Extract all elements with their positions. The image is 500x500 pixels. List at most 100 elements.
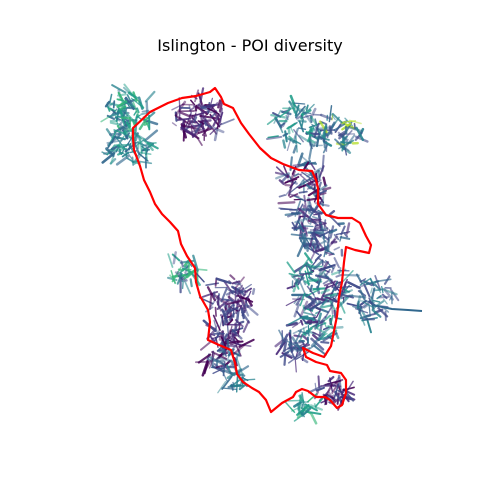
- street-segment: [315, 135, 320, 148]
- street-segment: [310, 323, 317, 329]
- street-segment: [219, 107, 224, 124]
- street-segment: [319, 229, 333, 237]
- street-segment: [372, 299, 381, 303]
- street-segment: [323, 280, 337, 287]
- street-segment: [306, 320, 319, 324]
- street-segment: [313, 122, 320, 138]
- street-segment: [123, 120, 128, 128]
- street-segment: [359, 299, 367, 306]
- street-segment: [309, 301, 324, 310]
- street-segment: [181, 124, 199, 130]
- street-segment: [293, 303, 301, 318]
- street-segment: [305, 183, 312, 190]
- street-segment: [371, 308, 382, 318]
- street-segment: [300, 155, 308, 162]
- street-segment: [299, 179, 304, 186]
- street-segment: [218, 100, 224, 113]
- street-segment: [301, 334, 309, 342]
- street-segment: [360, 299, 372, 310]
- street-segment: [333, 257, 340, 269]
- street-segment: [327, 393, 335, 400]
- street-segment: [223, 340, 240, 345]
- street-segment: [245, 290, 252, 304]
- street-segment: [183, 280, 192, 295]
- street-segment: [339, 133, 355, 136]
- street-segment: [335, 391, 342, 396]
- street-segment: [359, 278, 367, 283]
- street-segment: [294, 104, 300, 117]
- street-segment: [227, 319, 234, 326]
- street-segment: [297, 330, 309, 335]
- street-segment: [308, 103, 315, 111]
- street-network: [100, 83, 423, 425]
- street-segment: [330, 216, 341, 227]
- street-segment: [125, 132, 131, 139]
- street-segment: [111, 109, 117, 114]
- street-segment: [237, 322, 241, 335]
- street-segment: [121, 151, 130, 158]
- street-segment: [279, 333, 289, 348]
- street-segment: [267, 135, 279, 139]
- street-segment: [212, 113, 221, 127]
- street-segment: [230, 383, 234, 391]
- street-segment: [325, 251, 334, 256]
- street-segment: [287, 323, 299, 327]
- street-segment: [197, 127, 213, 135]
- street-segment: [318, 319, 324, 338]
- street-segment: [310, 337, 325, 351]
- street-segment: [145, 100, 149, 115]
- street-segment: [293, 129, 304, 143]
- street-segment: [313, 219, 327, 224]
- street-segment: [301, 171, 316, 182]
- street-segment: [317, 375, 321, 389]
- street-segment: [340, 225, 346, 236]
- street-segment: [293, 195, 307, 202]
- street-segment: [338, 133, 346, 140]
- street-segment: [214, 306, 217, 317]
- street-segment: [295, 115, 303, 120]
- street-segment: [299, 343, 305, 347]
- street-segment: [329, 112, 336, 121]
- street-segment: [327, 325, 335, 329]
- street-segment: [331, 385, 338, 394]
- street-segment: [288, 332, 292, 339]
- street-segment: [220, 287, 228, 303]
- street-segment: [214, 324, 219, 331]
- street-segment: [322, 234, 326, 250]
- street-segment: [244, 287, 253, 294]
- street-segment: [126, 157, 135, 163]
- street-segment: [299, 411, 305, 418]
- street-segment: [266, 116, 278, 126]
- street-segment: [294, 135, 298, 153]
- street-segment: [176, 272, 183, 285]
- street-segment: [313, 183, 316, 190]
- street-segment: [229, 332, 238, 337]
- street-segment: [303, 343, 317, 354]
- street-segment: [301, 403, 304, 410]
- street-segment: [295, 351, 309, 360]
- street-segment: [303, 205, 309, 220]
- street-segment: [214, 331, 221, 341]
- street-segment: [109, 107, 117, 112]
- street-segment: [116, 144, 126, 150]
- street-segment: [310, 332, 324, 348]
- street-segment: [299, 282, 308, 298]
- street-segment: [303, 311, 317, 317]
- street-segment: [313, 199, 324, 214]
- street-segment: [130, 97, 145, 109]
- street-segment: [134, 131, 143, 140]
- street-segment: [205, 103, 219, 108]
- street-segment: [309, 245, 319, 262]
- street-segment: [225, 339, 231, 351]
- street-segment: [370, 287, 373, 294]
- street-segment: [226, 364, 232, 374]
- street-segment: [286, 285, 296, 290]
- street-segment: [285, 297, 301, 307]
- street-segment: [288, 135, 294, 140]
- street-segment: [226, 339, 231, 354]
- street-segment: [203, 360, 212, 372]
- street-segment: [296, 404, 310, 416]
- street-segment: [331, 307, 334, 315]
- street-segment: [324, 304, 334, 319]
